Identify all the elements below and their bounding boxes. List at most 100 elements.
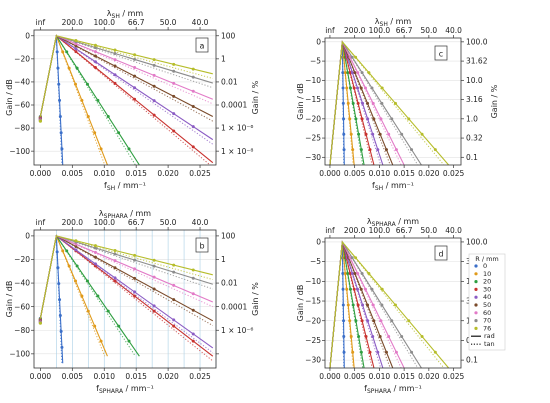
top-axis-label: λSH / mm [107, 9, 144, 20]
series-point-20 [357, 132, 361, 136]
series-point-20 [96, 294, 100, 298]
legend-marker-70 [474, 319, 478, 323]
x-axis-label: fSH / mm⁻¹ [104, 181, 146, 192]
legend-label: 76 [483, 324, 491, 332]
legend-marker-30 [474, 287, 478, 291]
right-tick-label: 1 × 10⁻⁸ [221, 147, 253, 156]
series-line-40 [39, 234, 214, 349]
x-tick-label: 0.000 [319, 169, 341, 178]
legend-marker-50 [474, 303, 478, 307]
y-tick-label: −5 [310, 57, 321, 66]
panel-label: b [199, 242, 204, 251]
series-point-20 [354, 117, 358, 121]
series-point-0 [341, 86, 345, 90]
series-point-76 [191, 67, 195, 71]
series-point-40 [361, 101, 365, 105]
series-point-70 [113, 52, 117, 56]
y-axis-label-right: Gain / % [490, 84, 499, 118]
series-point-30 [191, 145, 195, 149]
series-point-70 [410, 350, 414, 354]
series-point-50 [93, 54, 97, 58]
series-point-76 [74, 239, 78, 243]
series-point-10 [351, 350, 355, 354]
series-point-40 [356, 86, 360, 90]
series-point-76 [420, 334, 424, 338]
x-tick-label: 0.020 [157, 169, 179, 178]
series-point-50 [152, 287, 156, 291]
right-tick-label: 100 [221, 31, 236, 40]
series-point-0 [341, 71, 345, 75]
series-point-30 [152, 113, 156, 117]
series-point-70 [93, 46, 97, 50]
series-point-40 [376, 350, 380, 354]
series-point-76 [152, 258, 156, 262]
y-tick-label: −100 [9, 147, 30, 156]
series-point-76 [172, 263, 176, 267]
top-tick-label: 100.0 [94, 18, 116, 27]
series-line-70 [39, 35, 213, 117]
series-line-76 [329, 40, 450, 165]
right-tick-label: 0.1 [466, 356, 478, 365]
legend-label: 60 [483, 309, 491, 317]
right-tick-label: 0.01 [221, 78, 238, 87]
series-point-20 [106, 309, 110, 313]
series-point-30 [191, 339, 195, 343]
series-point-40 [350, 271, 354, 275]
series-point-76 [172, 62, 176, 66]
y-axis-label: Gain / dB [296, 285, 305, 322]
right-tick-label: 1.0 [466, 114, 478, 123]
series-point-0 [341, 271, 345, 275]
series-point-0 [58, 298, 62, 302]
series-line-50 [39, 235, 214, 322]
series-line-50 [39, 34, 214, 118]
series-point-60 [93, 50, 97, 54]
series-point-50 [384, 148, 388, 152]
series-point-76 [407, 117, 411, 121]
series-point-20 [351, 303, 355, 307]
top-tick-label: inf [325, 226, 335, 235]
series-point-76 [133, 53, 137, 57]
series-point-10 [99, 339, 103, 343]
series-point-20 [85, 279, 89, 283]
top-tick-label: 40.0 [192, 18, 209, 27]
series-line-60 [39, 35, 214, 117]
x-tick-label: 0.020 [157, 372, 179, 381]
right-tick-label: 0.01 [221, 279, 238, 288]
top-tick-label: 66.7 [396, 26, 413, 35]
series-point-20 [351, 101, 355, 105]
series-point-76 [393, 101, 397, 105]
series-point-0 [59, 329, 63, 333]
y-tick-label: −60 [14, 302, 30, 311]
top-tick-label: 66.7 [128, 218, 145, 227]
y-tick-label: −80 [14, 124, 30, 133]
series-tan-40 [341, 41, 382, 165]
series-point-50 [191, 308, 195, 312]
series-point-10 [345, 287, 349, 291]
series-point-30 [113, 279, 117, 283]
series-point-76 [113, 48, 117, 52]
y-tick-label: −20 [305, 316, 321, 325]
series-point-0 [342, 334, 346, 338]
series-point-60 [379, 319, 383, 323]
series-point-40 [93, 262, 97, 266]
series-point-30 [360, 319, 364, 323]
right-tick-label: 1 × 10⁻⁶ [221, 124, 253, 133]
series-point-20 [117, 131, 121, 135]
series-point-70 [152, 63, 156, 67]
series-point-70 [360, 271, 364, 275]
y-tick-label: 0 [316, 238, 321, 247]
series-point-50 [172, 94, 176, 98]
series-point-70 [172, 270, 176, 274]
series-point-70 [350, 256, 354, 260]
panel-label-box [195, 237, 209, 253]
y-tick-label: 0 [25, 31, 30, 40]
y-tick-label: 0 [316, 37, 321, 46]
panel-label-box [434, 45, 448, 61]
series-point-70 [152, 264, 156, 268]
series-point-30 [348, 271, 352, 275]
y-tick-label: −40 [14, 78, 30, 87]
series-point-60 [379, 117, 383, 121]
series-point-70 [350, 55, 354, 59]
series-point-20 [357, 334, 361, 338]
